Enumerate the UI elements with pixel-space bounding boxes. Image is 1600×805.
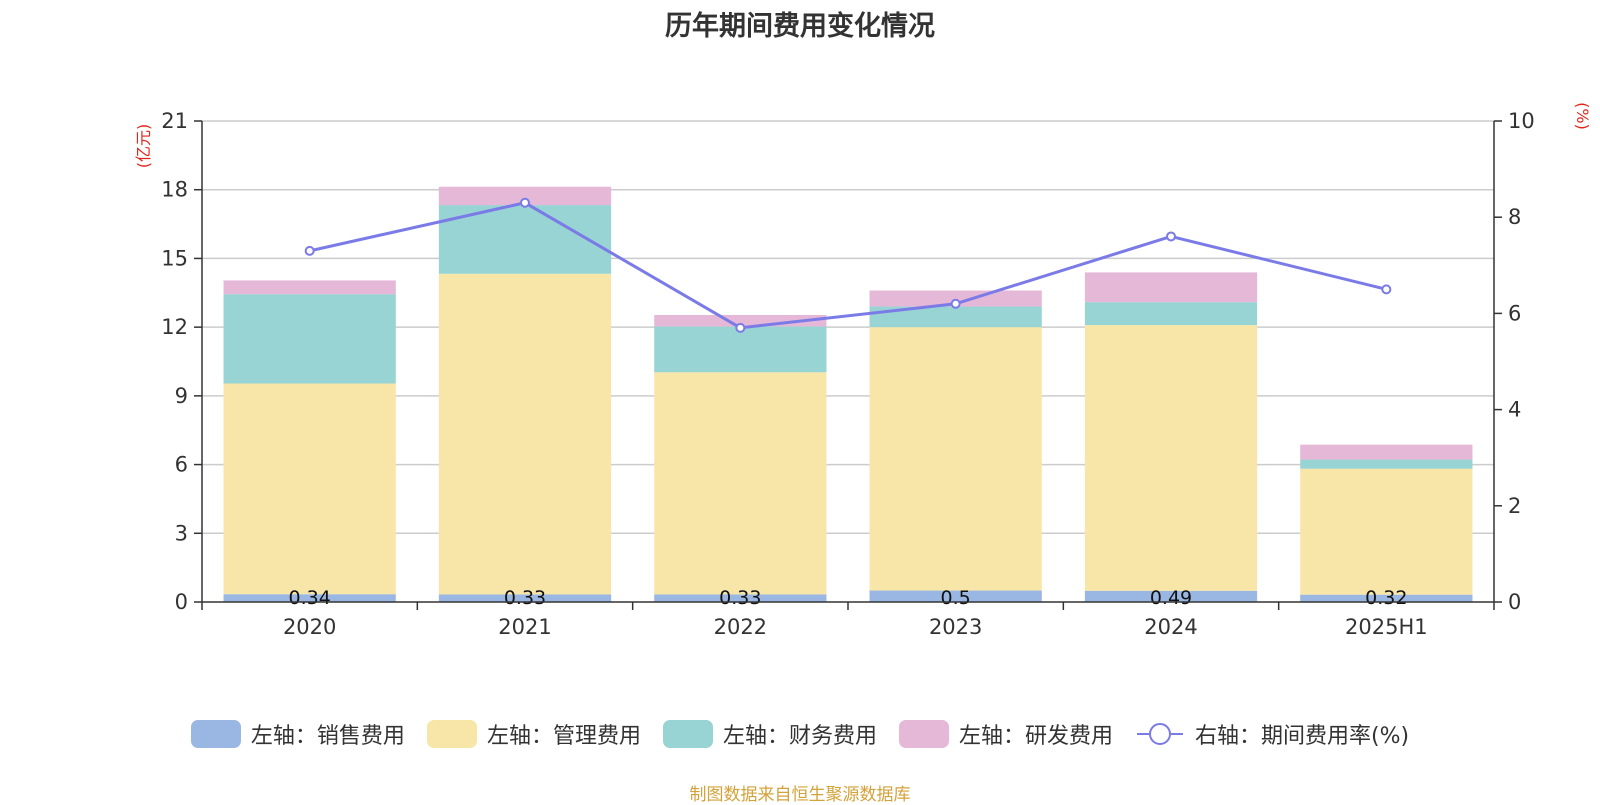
expense-rate-point bbox=[950, 298, 961, 309]
legend-item-rd[interactable]: 左轴：研发费用 bbox=[898, 718, 1113, 750]
data-label: 0.33 bbox=[719, 587, 761, 609]
y-left-tick-label: 6 bbox=[175, 453, 188, 477]
bar-segment bbox=[654, 372, 827, 595]
legend-label-rd: 左轴：研发费用 bbox=[958, 724, 1113, 749]
y-left-tick-label: 15 bbox=[161, 246, 188, 270]
legend-item-sales[interactable]: 左轴：销售费用 bbox=[190, 718, 405, 750]
expense-rate-point bbox=[520, 197, 530, 208]
data-label: 0.49 bbox=[1150, 587, 1192, 609]
y-left-tick-label: 21 bbox=[161, 109, 188, 133]
bar-segment bbox=[223, 294, 396, 384]
legend-swatch-finance bbox=[662, 720, 713, 748]
y-right-unit: (%) bbox=[1573, 102, 1592, 130]
bar-segment bbox=[1084, 272, 1258, 303]
bar-segment bbox=[1084, 590, 1258, 602]
x-tick-label: 2021 bbox=[498, 615, 551, 639]
bar-segment bbox=[223, 594, 396, 602]
bar-segment bbox=[223, 383, 396, 595]
expense-rate-point bbox=[1381, 284, 1392, 295]
x-tick-label: 2024 bbox=[1144, 615, 1197, 639]
legend-item-finance[interactable]: 左轴：财务费用 bbox=[662, 718, 877, 750]
legend-item-admin[interactable]: 左轴：管理费用 bbox=[426, 718, 641, 750]
legend-label-expense-rate: 右轴：期间费用率(%) bbox=[1194, 724, 1410, 749]
x-tick-label: 2020 bbox=[283, 615, 336, 639]
expense-rate-point bbox=[735, 322, 746, 333]
data-label: 0.34 bbox=[289, 587, 331, 609]
bar-segment bbox=[1300, 468, 1473, 595]
y-left-tick-label: 18 bbox=[161, 178, 188, 202]
x-tick-label: 2025H1 bbox=[1345, 615, 1428, 639]
legend-swatch-admin bbox=[426, 720, 477, 748]
legend-label-admin: 左轴：管理费用 bbox=[486, 724, 641, 749]
bar-segment bbox=[438, 594, 612, 602]
bar-segment bbox=[654, 594, 827, 602]
y-right-tick-label: 4 bbox=[1508, 398, 1521, 422]
chart-title: 历年期间费用变化情况 bbox=[665, 11, 935, 42]
y-left-unit: (亿元) bbox=[134, 124, 153, 169]
y-right-tick-label: 0 bbox=[1508, 590, 1521, 614]
data-label: 0.32 bbox=[1365, 587, 1407, 609]
legend-line-circle-icon bbox=[1136, 723, 1183, 745]
bar-segment bbox=[654, 315, 827, 327]
bar-segment bbox=[869, 290, 1042, 307]
bar-segment bbox=[1084, 325, 1258, 591]
legend-swatch-rd bbox=[898, 720, 949, 748]
legend-label-finance: 左轴：财务费用 bbox=[722, 724, 877, 749]
expense-rate-point bbox=[1166, 231, 1176, 242]
y-right-tick-label: 10 bbox=[1508, 109, 1535, 133]
bar-segment bbox=[223, 280, 396, 295]
bar-segment bbox=[869, 590, 1042, 602]
bar-segment bbox=[1300, 444, 1473, 460]
expense-rate-line bbox=[309, 201, 1387, 330]
legend: 左轴：销售费用 左轴：管理费用 左轴：财务费用 左轴：研发费用 右轴：期间费用率… bbox=[0, 718, 1600, 750]
legend-label-sales: 左轴：销售费用 bbox=[250, 724, 405, 749]
x-tick-label: 2023 bbox=[929, 615, 982, 639]
x-tick-label: 2022 bbox=[714, 615, 767, 639]
bar-segment bbox=[438, 273, 612, 595]
bar-segment bbox=[869, 306, 1042, 328]
y-left-tick-label: 0 bbox=[175, 590, 188, 614]
y-left-tick-label: 12 bbox=[161, 315, 188, 339]
y-left-tick-label: 9 bbox=[175, 384, 188, 408]
bar-segment bbox=[1300, 459, 1473, 469]
y-left-tick-label: 3 bbox=[175, 521, 188, 545]
y-right-tick-label: 8 bbox=[1508, 205, 1521, 229]
data-label: 0.33 bbox=[504, 587, 546, 609]
y-right-tick-label: 2 bbox=[1508, 494, 1521, 518]
legend-swatch-sales bbox=[190, 720, 241, 748]
bar-segment bbox=[1084, 302, 1258, 326]
y-right-tick-label: 6 bbox=[1508, 301, 1521, 325]
bar-segment bbox=[869, 327, 1042, 591]
expense-rate-point bbox=[304, 245, 315, 256]
source-note: 制图数据来自恒生聚源数据库 bbox=[689, 785, 911, 805]
bar-segment bbox=[654, 326, 827, 373]
bar-segment bbox=[438, 186, 612, 206]
bar-segment bbox=[1300, 594, 1473, 602]
legend-item-expense-rate[interactable]: 右轴：期间费用率(%) bbox=[1135, 718, 1409, 750]
data-label: 0.5 bbox=[941, 587, 971, 609]
